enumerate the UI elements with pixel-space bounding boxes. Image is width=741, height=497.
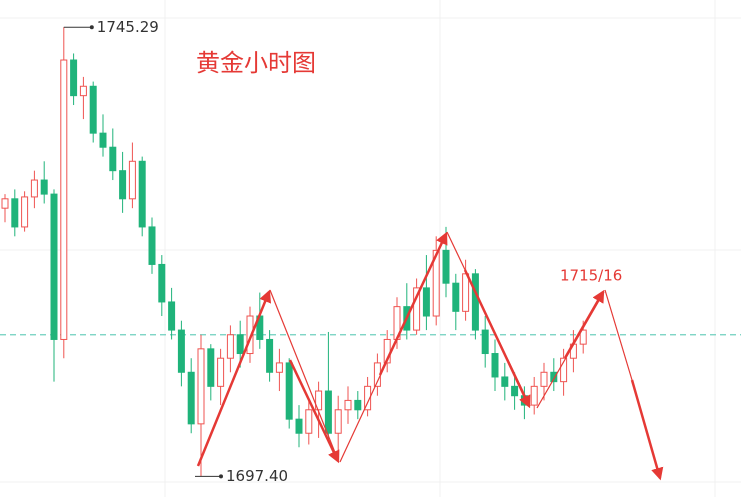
- max-marker-label: 1745.29: [97, 18, 159, 36]
- candle-body: [138, 160, 146, 228]
- candle-body: [128, 160, 136, 200]
- candle-body: [295, 418, 303, 434]
- chart-title: 黄金小时图: [196, 49, 316, 77]
- candle-body: [99, 132, 107, 148]
- candle-body: [305, 409, 313, 434]
- candle-body: [364, 385, 372, 411]
- candle-body: [187, 371, 195, 425]
- candle-body: [207, 348, 215, 387]
- candle-body: [442, 249, 450, 284]
- candle-body: [354, 399, 362, 411]
- candle-body: [60, 59, 68, 340]
- candle-body: [481, 329, 489, 355]
- candle-body: [560, 357, 568, 383]
- candle-body: [109, 146, 117, 172]
- candle-body: [471, 273, 479, 331]
- candle-body: [422, 287, 430, 317]
- min-marker-label: 1697.40: [226, 467, 288, 485]
- candle-body: [197, 348, 205, 425]
- candle-body: [226, 334, 234, 359]
- candle-body: [11, 198, 19, 228]
- candle-body: [119, 170, 127, 200]
- candle-body: [177, 329, 185, 373]
- candle-body: [432, 249, 440, 317]
- min-marker-dot: [219, 474, 223, 479]
- candle-body: [530, 385, 538, 406]
- candle-body: [158, 263, 166, 303]
- candle-body: [217, 357, 225, 387]
- candle-body: [344, 399, 352, 411]
- candle-body: [21, 196, 29, 228]
- candle-body: [79, 85, 87, 97]
- candle-body: [285, 362, 293, 420]
- candles: [0, 27, 741, 477]
- candle-body: [324, 390, 332, 434]
- target-label: 1715/16: [560, 267, 622, 285]
- candle-body: [315, 390, 323, 411]
- candle-body: [334, 409, 342, 434]
- candle-body: [452, 282, 460, 312]
- candle-body: [236, 334, 244, 355]
- candle-body: [1, 198, 9, 209]
- candle-body: [50, 193, 58, 340]
- candle-body: [168, 301, 176, 331]
- candle-body: [89, 85, 97, 134]
- candle-body: [462, 273, 470, 312]
- candle-body: [266, 338, 274, 373]
- candle-body: [550, 371, 558, 383]
- candle-body: [491, 353, 499, 378]
- trend-arrows: [196, 231, 664, 481]
- candle-body: [40, 179, 48, 195]
- candle-body: [540, 371, 548, 387]
- candle-body: [579, 329, 587, 345]
- candle-body: [511, 385, 519, 397]
- candle-body: [30, 179, 38, 198]
- candle-body: [413, 287, 421, 331]
- candle-body: [501, 376, 509, 387]
- candle-body: [148, 226, 156, 265]
- max-marker-dot: [89, 25, 94, 30]
- candle-body: [70, 59, 78, 97]
- candle-body: [275, 362, 283, 373]
- candle-body: [246, 315, 254, 355]
